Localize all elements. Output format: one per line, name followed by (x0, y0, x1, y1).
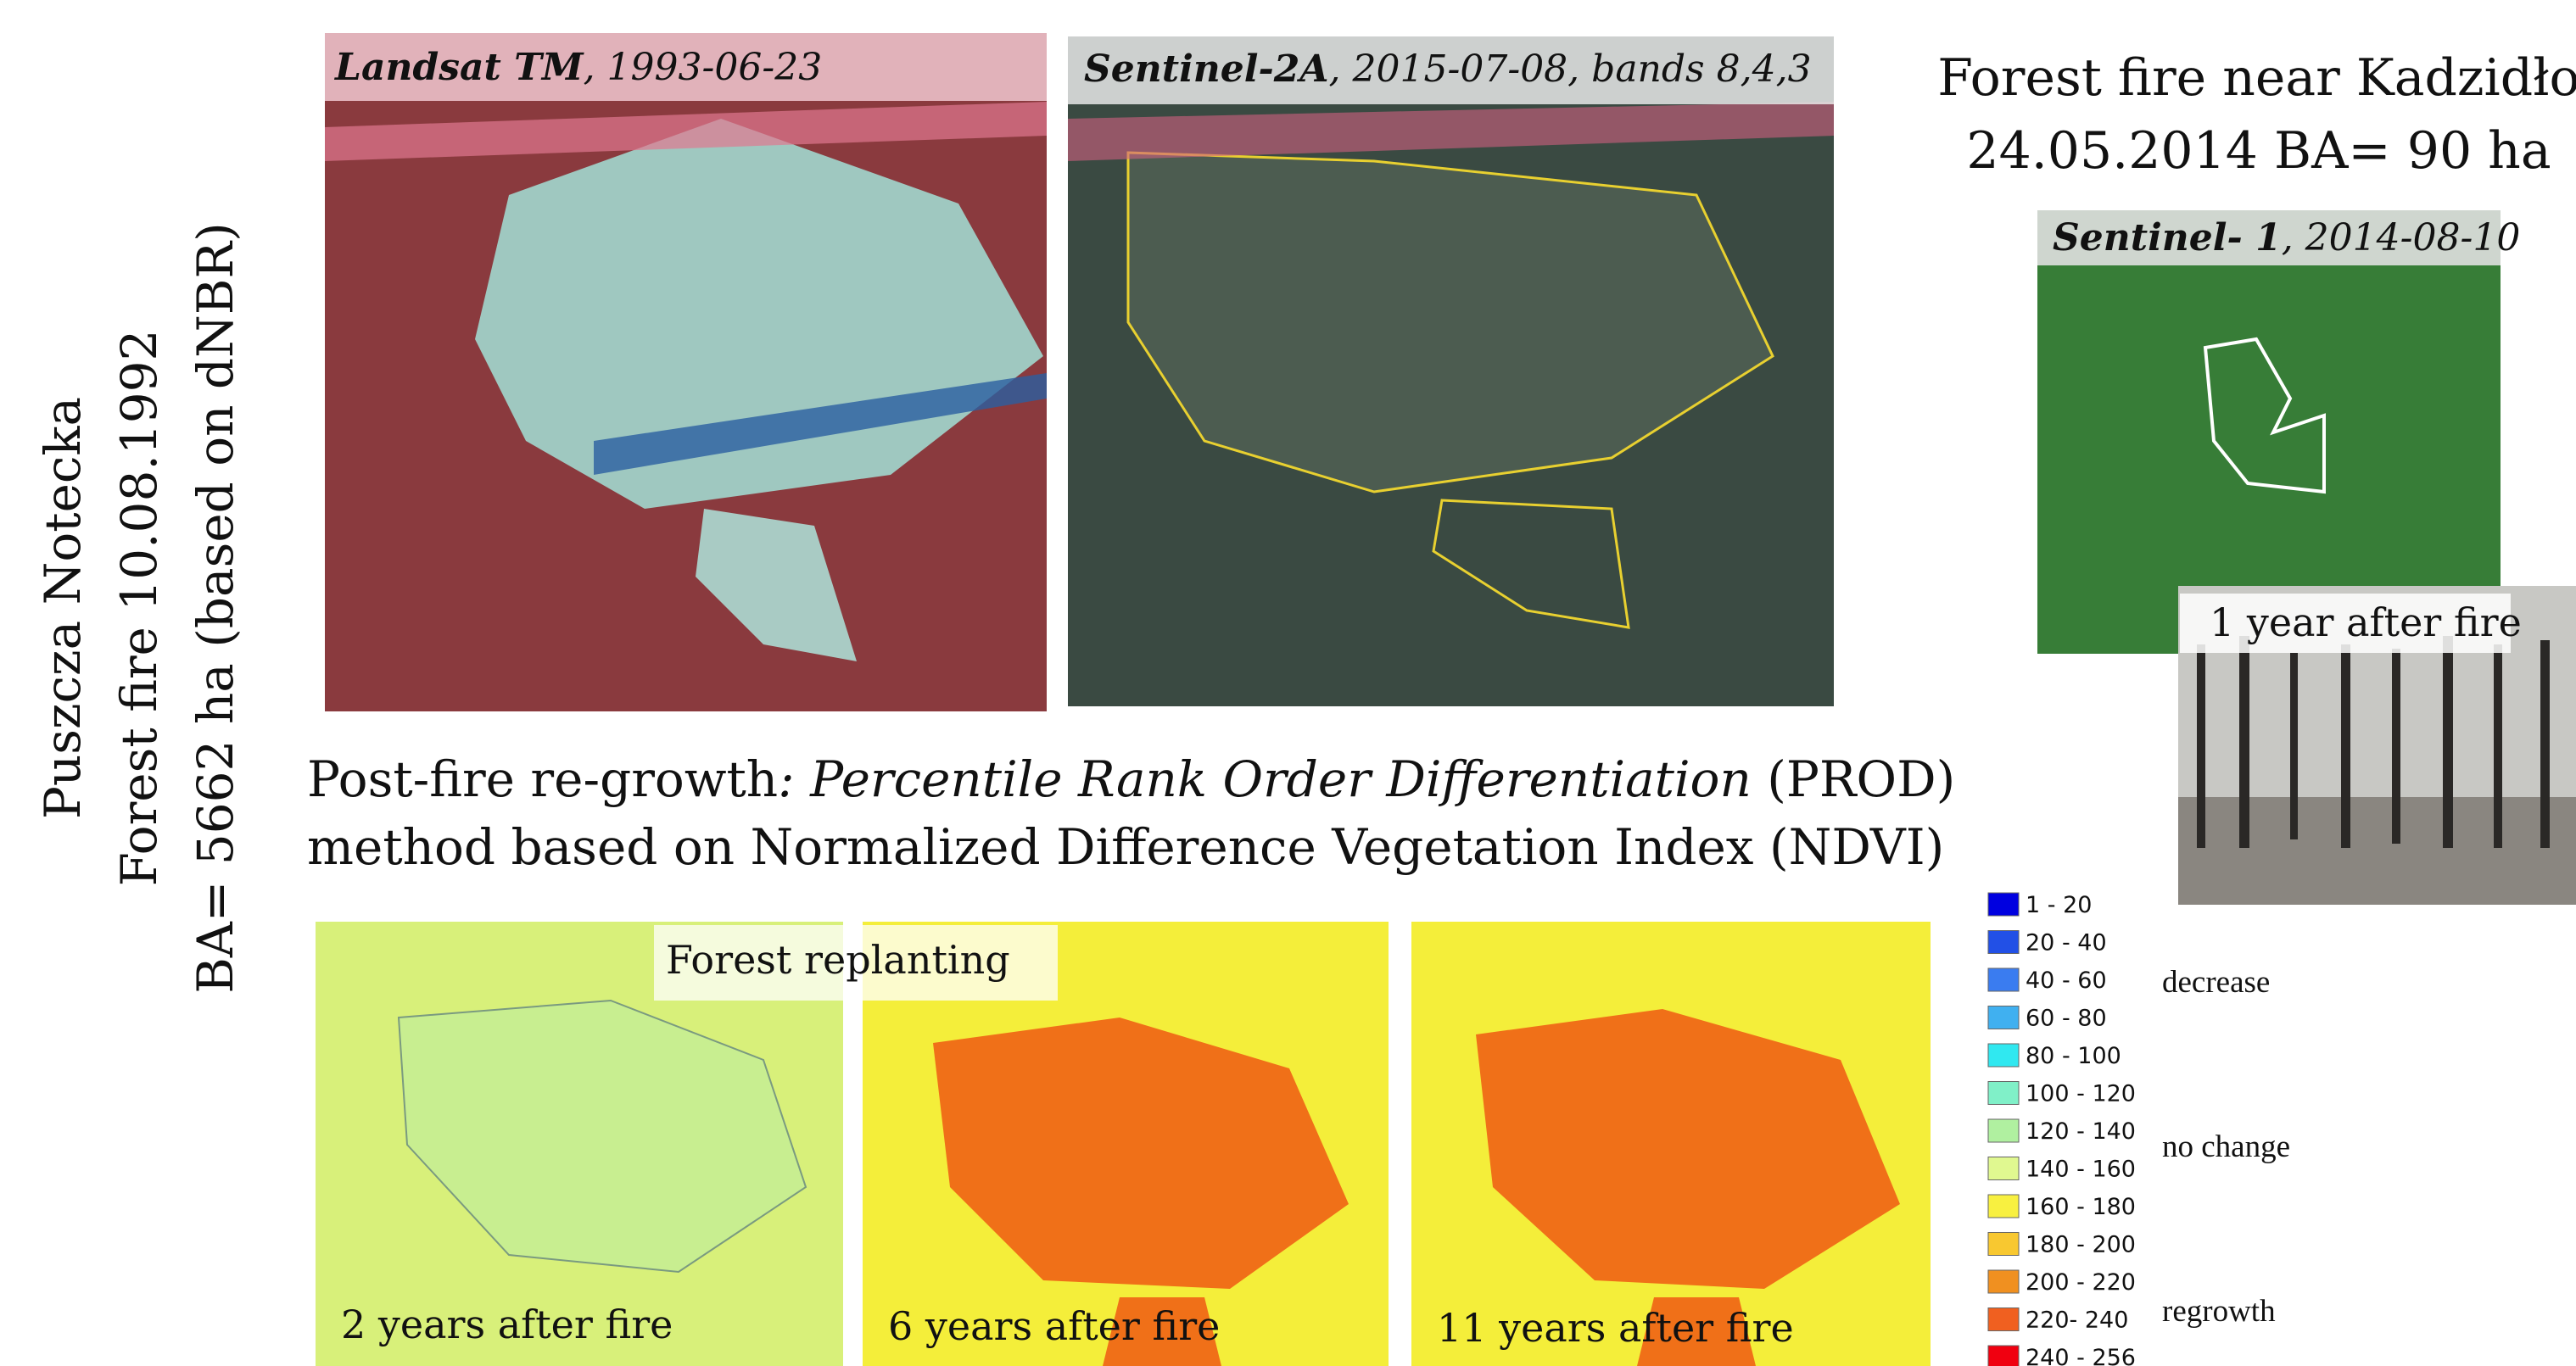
photo-caption: 1 year after fire (2210, 599, 2522, 645)
ndvi-map (1411, 922, 1931, 1366)
heading-part: : Percentile Rank Order Differentiation (778, 750, 1752, 808)
right-title: Forest fire near Kadzidło (1937, 48, 2576, 108)
legend-label: 120 - 140 (2026, 1118, 2136, 1145)
heading-part: (PROD) (1752, 750, 1955, 808)
legend-swatch (1988, 1082, 2019, 1105)
sensor: Landsat TM (333, 46, 584, 89)
side-title-line: Puszcza Notecka (34, 397, 92, 819)
legend-swatch (1988, 1044, 2019, 1067)
legend-label: 1 - 20 (2026, 892, 2092, 918)
legend-swatch (1988, 893, 2019, 916)
map-caption: 11 years after fire (1437, 1305, 1794, 1351)
legend-label: 180 - 200 (2026, 1232, 2136, 1258)
legend-label: 140 - 160 (2026, 1157, 2136, 1183)
legend-swatch (1988, 1270, 2019, 1293)
legend-label: 80 - 100 (2026, 1043, 2121, 1069)
slide: Puszcza Notecka Forest fire 10.08.1992 B… (0, 0, 2576, 1366)
legend-label: 100 - 120 (2026, 1081, 2136, 1107)
caption-detail: , 2015-07-08, bands 8,4,3 (1329, 47, 1812, 91)
legend-swatch (1988, 1006, 2019, 1029)
legend-swatch (1988, 1195, 2019, 1218)
legend-label: 160 - 180 (2026, 1194, 2136, 1220)
legend-swatch (1988, 1233, 2019, 1256)
legend-label: 220- 240 (2026, 1307, 2128, 1334)
legend-swatch (1988, 1308, 2019, 1331)
map-caption: 2 years after fire (341, 1302, 673, 1347)
legend-label: 60 - 80 (2026, 1006, 2107, 1032)
heading: method based on Normalized Difference Ve… (307, 818, 1944, 876)
side-title-line: Forest fire 10.08.1992 (110, 330, 168, 887)
sensor: Sentinel- 1 (2053, 216, 2282, 259)
caption-detail: , 2014-08-10 (2282, 216, 2521, 259)
sensor: Sentinel-2A (1084, 47, 1329, 91)
heading-part: Post-fire re-growth (307, 750, 778, 808)
map-note: Forest replanting (666, 937, 1010, 983)
legend-group: regrowth (2162, 1294, 2276, 1329)
legend-label: 40 - 60 (2026, 967, 2107, 994)
image-caption: Sentinel- 1, 2014-08-10 (2053, 216, 2520, 259)
heading: Post-fire re-growth: Percentile Rank Ord… (307, 750, 1955, 808)
image-caption: Sentinel-2A, 2015-07-08, bands 8,4,3 (1084, 47, 1812, 91)
legend-label: 20 - 40 (2026, 930, 2107, 956)
sentinel2-image: Sentinel-2A, 2015-07-08, bands 8,4,3 (1068, 36, 1834, 706)
caption-detail: , 1993-06-23 (584, 46, 823, 89)
legend-swatch (1988, 1346, 2019, 1366)
legend-group: no change (2162, 1129, 2290, 1164)
legend-label: 200 - 220 (2026, 1269, 2136, 1296)
map-caption: 6 years after fire (888, 1303, 1220, 1349)
image-caption: Landsat TM, 1993-06-23 (333, 46, 822, 89)
side-title-line: BA= 5662 ha (based on dNBR) (187, 222, 244, 993)
legend-swatch (1988, 931, 2019, 954)
legend-group: decrease (2162, 965, 2270, 1000)
legend-swatch (1988, 1157, 2019, 1180)
right-title: 24.05.2014 BA= 90 ha (1966, 121, 2551, 181)
legend-label: 240 - 256 (2026, 1345, 2136, 1366)
legend: 1 - 20 20 - 40 40 - 60 60 - 80 80 - 100 100 -… (1988, 892, 2136, 1366)
landsat-image: Landsat TM, 1993-06-23 (325, 33, 1047, 711)
side-title: Puszcza Notecka Forest fire 10.08.1992 B… (34, 222, 244, 993)
legend-swatch (1988, 1119, 2019, 1142)
legend-swatch (1988, 968, 2019, 991)
forest-photo: 1 year after fire (2178, 586, 2576, 905)
